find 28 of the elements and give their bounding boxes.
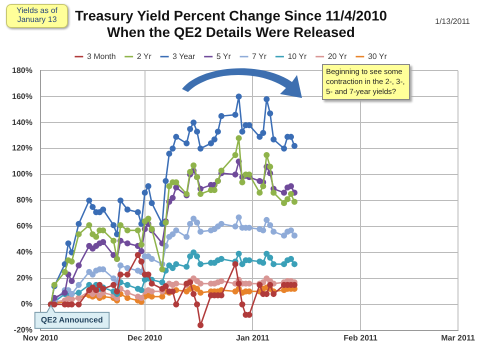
legend-label: 2 Yr — [136, 52, 152, 61]
y-tick-label: 80% — [16, 196, 32, 205]
text: Yields as of January 13 — [6, 4, 68, 28]
x-tick-label: Dec 2010 — [127, 333, 163, 342]
legend-label: 30 Yr — [368, 52, 388, 61]
legend-label: 7 Yr — [252, 52, 267, 61]
legend-label: 20 Yr — [328, 52, 348, 61]
y-tick-label: 140% — [12, 118, 32, 127]
x-tick-label: Jan 2011 — [236, 333, 270, 342]
legend-label: 10 Yr — [288, 52, 308, 61]
legend-label: 3 Month — [86, 52, 116, 61]
y-tick-label: -20% — [14, 326, 32, 335]
y-tick-label: 120% — [12, 144, 32, 153]
chart-title: Treasury Yield Percent Change Since 11/4/2010 When the QE2 Details Were Released — [74, 7, 388, 40]
text: 1/13/2011 — [435, 17, 470, 26]
x-tick-label: Nov 2010 — [22, 333, 59, 342]
y-tick-label: 100% — [12, 170, 32, 179]
y-tick-label: 180% — [12, 66, 32, 75]
y-tick-label: 40% — [16, 248, 32, 257]
y-tick-label: 0% — [20, 300, 32, 309]
y-tick-label: 160% — [12, 92, 32, 101]
x-tick-label: Mar 2011 — [441, 333, 476, 342]
legend-label: 5 Yr — [216, 52, 232, 61]
legend-label: 3 Year — [172, 52, 196, 61]
x-tick-label: Feb 2011 — [344, 333, 378, 342]
y-tick-label: 20% — [16, 274, 32, 283]
y-tick-label: 60% — [16, 222, 32, 231]
annotation: QE2 Announced — [40, 316, 103, 325]
